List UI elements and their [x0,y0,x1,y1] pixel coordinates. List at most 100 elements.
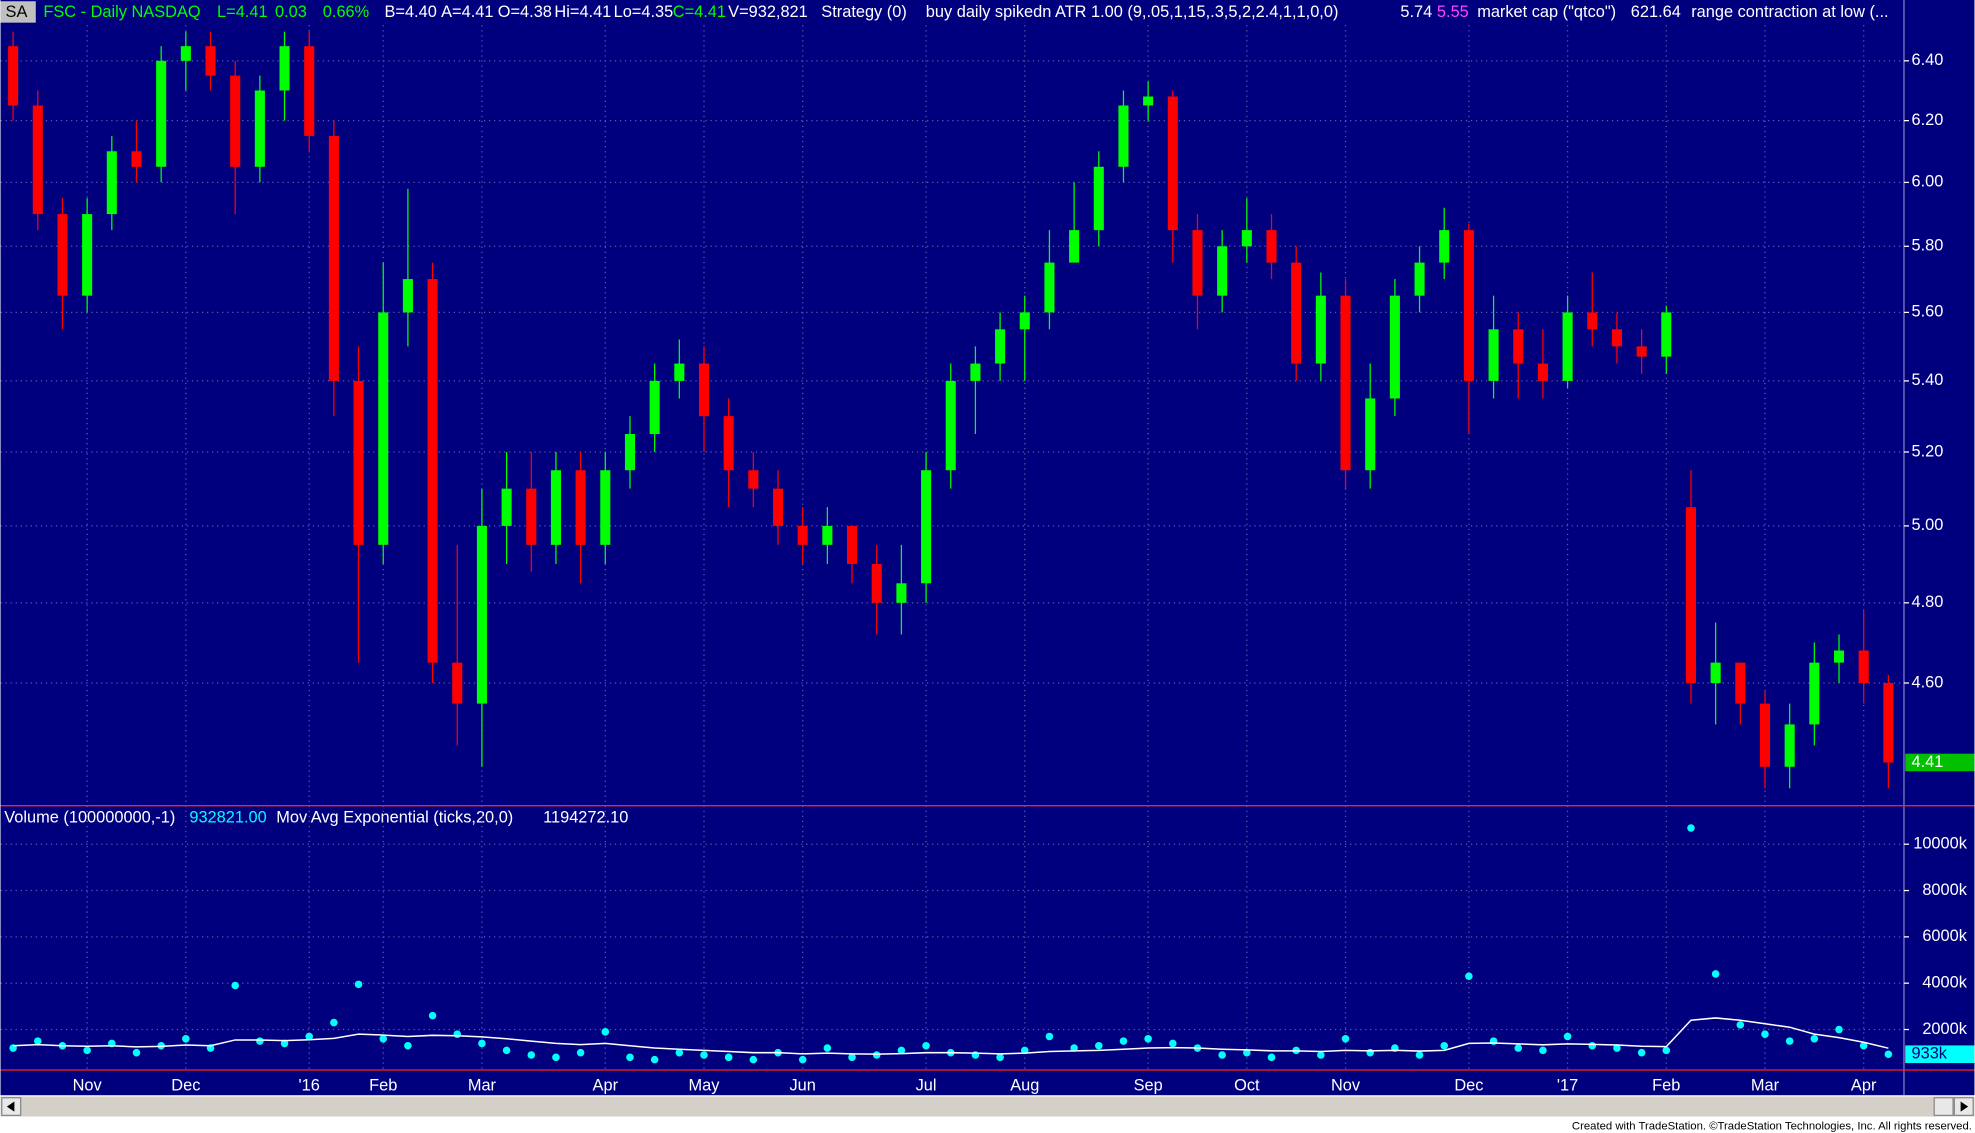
candle-body [1587,312,1598,330]
header-text: Hi=4.41 [554,3,611,21]
volume-dot [922,1041,930,1050]
header-text: 0.66% [323,3,369,21]
volume-dot [749,1055,758,1064]
candle-body [1118,105,1129,167]
y-tick-label: 5.20 [1912,442,1944,460]
candle-body [871,563,882,603]
candle-body [82,214,93,296]
volume-dot [1045,1032,1054,1041]
candle-body [1365,398,1376,471]
candle-body [1044,262,1055,313]
volume-dot [798,1055,807,1064]
header-text: L=4.41 [217,3,267,21]
candle-body [452,662,463,704]
volume-dot [1218,1051,1226,1059]
candle-body [1661,312,1672,357]
candle-body [1858,650,1869,684]
candle-body [649,380,660,434]
header-text: FSC - Daily NASDAQ [43,3,200,21]
volume-dot [823,1044,832,1052]
volume-dot [724,1053,733,1062]
last-volume-box [1905,1045,1975,1064]
candle-body [1710,662,1721,684]
candle-body [945,380,956,471]
symbol-box[interactable] [0,1,36,23]
y-tick-label: 4000k [1922,974,1967,992]
x-tick-label: '17 [1557,1077,1578,1095]
volume-dot [1761,1030,1769,1038]
last-price-label: 4.41 [1912,753,1944,771]
volume-dot [305,1032,313,1041]
volume-dot [1243,1048,1251,1057]
header-text: 621.64 [1631,3,1681,21]
volume-dot [1317,1051,1325,1059]
header-text: B=4.40 [384,3,436,21]
volume-dot [1341,1035,1350,1043]
candle-body [1735,662,1746,704]
volume-dot [453,1030,462,1038]
x-tick-label: Apr [593,1077,619,1095]
candle-body [674,363,685,381]
x-tick-label: Dec [171,1077,200,1095]
volume-dot [231,981,239,990]
volume-header: 1194272.10 [543,809,628,827]
volume-dot [1070,1044,1078,1052]
candle-body [1340,295,1351,471]
candle-body [526,488,537,545]
candle-body [1389,295,1400,399]
candle-body [995,329,1006,364]
volume-dot [552,1053,560,1062]
volume-dot [354,980,363,989]
header-text: buy daily spikedn ATR 1.00 (9,.05,1,15,.… [926,3,1339,21]
volume-dot [897,1046,906,1055]
header-text: market cap ("qtco") [1477,3,1616,21]
candle-body [476,525,487,704]
volume-dot [379,1035,388,1043]
candle-body [797,525,808,545]
volume-dot [280,1039,289,1048]
candle-body [328,135,339,381]
volume-dot [1884,1050,1893,1059]
candle-body [748,470,759,489]
y-tick-label: 5.40 [1912,371,1944,389]
chart-background [0,0,1975,1096]
volume-dot [1020,1046,1029,1055]
volume-dot [1736,1021,1745,1029]
volume-dot [650,1055,659,1064]
volume-dot [1095,1041,1103,1050]
header-text: 5.55 [1437,3,1469,21]
x-tick-label: Aug [1010,1077,1039,1095]
scrollbar[interactable] [0,1096,1975,1117]
candle-body [1266,230,1277,263]
volume-dot [256,1037,264,1045]
candle-body [1019,312,1030,330]
candle-body [106,151,117,215]
candle-body [575,470,586,545]
candle-body [1192,230,1203,296]
candle-body [847,525,858,564]
volume-dot [330,1018,338,1027]
candle-body [156,60,167,167]
volume-dot [1687,824,1695,832]
candle-body [1315,295,1326,364]
header-text: A=4.41 [441,3,493,21]
x-tick-label: '16 [299,1077,320,1095]
candle-body [1488,329,1499,381]
x-tick-label: Nov [73,1077,103,1095]
volume-dot [34,1037,42,1045]
volume-dot [576,1048,585,1057]
ema-line [13,1017,1889,1055]
candle-body [57,214,68,296]
x-tick-label: Oct [1234,1077,1260,1095]
footer: Created with TradeStation. ©TradeStation… [1572,1121,1972,1133]
y-tick-label: 10000k [1913,835,1967,853]
candle-body [970,363,981,381]
scroll-thumb[interactable] [1933,1097,1954,1117]
candle-body [1537,363,1548,381]
symbol-label: SA [6,3,28,21]
candle-body [254,90,265,167]
candle-body [32,105,43,215]
candle-body [1093,166,1104,231]
candle-body [1883,683,1894,763]
